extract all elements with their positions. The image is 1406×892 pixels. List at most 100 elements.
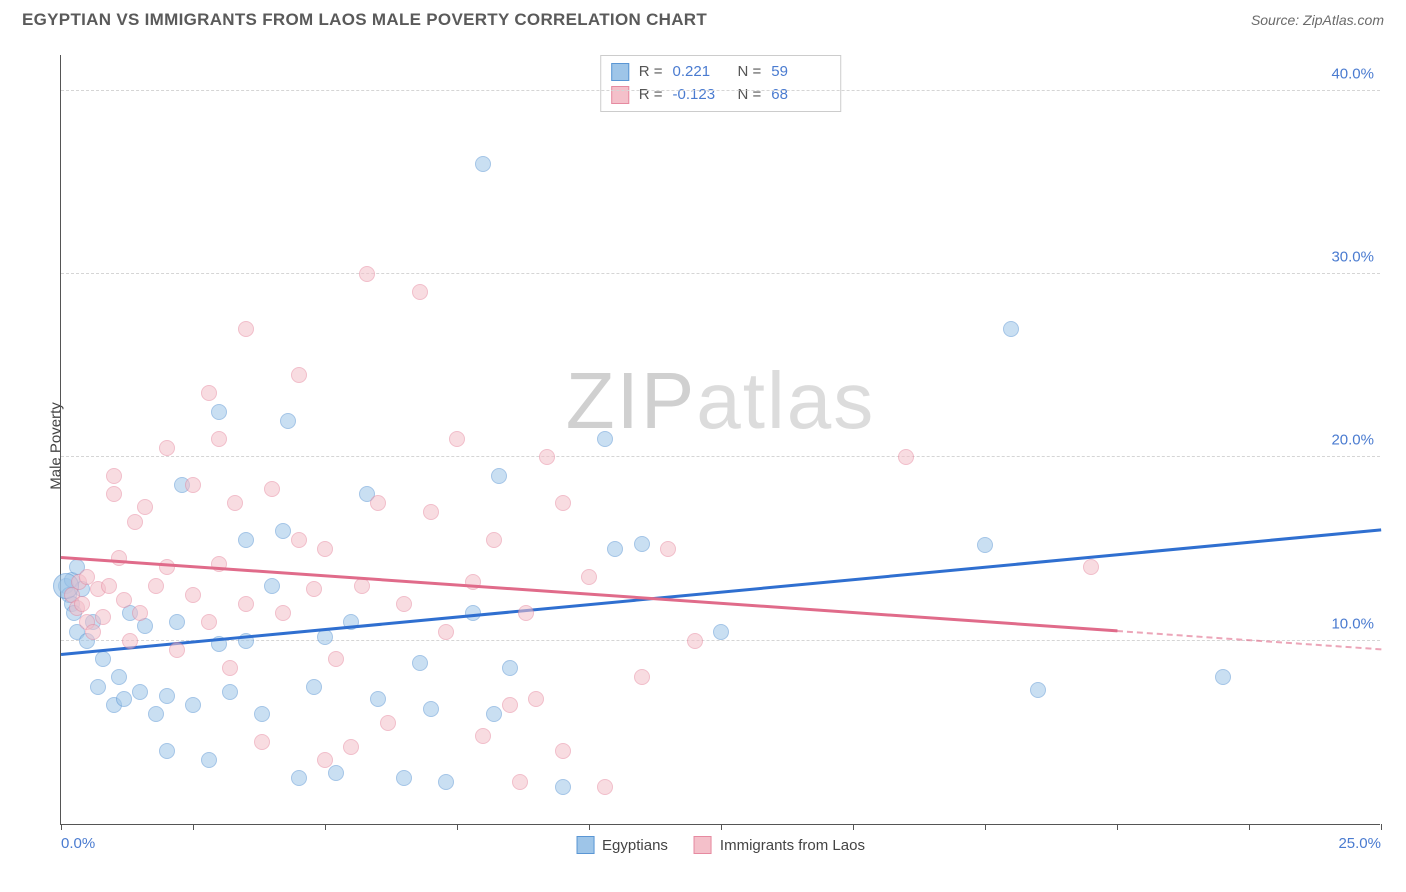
scatter-point bbox=[597, 431, 613, 447]
scatter-point bbox=[713, 624, 729, 640]
scatter-point bbox=[396, 596, 412, 612]
scatter-point bbox=[238, 321, 254, 337]
scatter-point bbox=[486, 706, 502, 722]
scatter-point bbox=[898, 449, 914, 465]
y-tick-label: 40.0% bbox=[1331, 65, 1374, 82]
trend-line bbox=[61, 556, 1117, 632]
x-tick bbox=[325, 824, 326, 830]
scatter-point bbox=[423, 504, 439, 520]
scatter-point bbox=[227, 495, 243, 511]
scatter-point bbox=[1003, 321, 1019, 337]
x-tick bbox=[1249, 824, 1250, 830]
scatter-point bbox=[687, 633, 703, 649]
scatter-point bbox=[132, 605, 148, 621]
legend-item: Egyptians bbox=[576, 836, 668, 854]
scatter-point bbox=[111, 669, 127, 685]
scatter-point bbox=[438, 624, 454, 640]
scatter-point bbox=[280, 413, 296, 429]
scatter-point bbox=[201, 614, 217, 630]
legend-row: R =0.221N =59 bbox=[611, 61, 827, 84]
scatter-point bbox=[396, 770, 412, 786]
scatter-point bbox=[634, 669, 650, 685]
scatter-point bbox=[528, 691, 544, 707]
scatter-point bbox=[317, 629, 333, 645]
scatter-point bbox=[306, 679, 322, 695]
scatter-point bbox=[211, 431, 227, 447]
scatter-point bbox=[254, 734, 270, 750]
scatter-point bbox=[137, 499, 153, 515]
x-tick-label: 0.0% bbox=[61, 835, 95, 852]
scatter-point bbox=[185, 697, 201, 713]
scatter-point bbox=[555, 495, 571, 511]
scatter-point bbox=[512, 774, 528, 790]
scatter-point bbox=[465, 574, 481, 590]
scatter-point bbox=[354, 578, 370, 594]
scatter-point bbox=[159, 559, 175, 575]
scatter-point bbox=[343, 739, 359, 755]
y-tick-label: 30.0% bbox=[1331, 249, 1374, 266]
scatter-point bbox=[159, 440, 175, 456]
scatter-point bbox=[486, 532, 502, 548]
scatter-point bbox=[438, 774, 454, 790]
scatter-point bbox=[1083, 559, 1099, 575]
legend-item: Immigrants from Laos bbox=[694, 836, 865, 854]
scatter-point bbox=[201, 385, 217, 401]
scatter-point bbox=[518, 605, 534, 621]
source-attribution: Source: ZipAtlas.com bbox=[1251, 12, 1384, 28]
chart-title: EGYPTIAN VS IMMIGRANTS FROM LAOS MALE PO… bbox=[22, 10, 707, 30]
scatter-point bbox=[85, 624, 101, 640]
scatter-point bbox=[116, 592, 132, 608]
legend-swatch bbox=[611, 86, 629, 104]
scatter-point bbox=[238, 532, 254, 548]
scatter-point bbox=[148, 706, 164, 722]
scatter-point bbox=[106, 486, 122, 502]
scatter-point bbox=[159, 743, 175, 759]
grid-line bbox=[61, 273, 1380, 274]
scatter-point bbox=[317, 752, 333, 768]
scatter-point bbox=[254, 706, 270, 722]
x-tick bbox=[589, 824, 590, 830]
scatter-point bbox=[95, 651, 111, 667]
grid-line bbox=[61, 456, 1380, 457]
scatter-point bbox=[238, 596, 254, 612]
scatter-point bbox=[317, 541, 333, 557]
x-tick bbox=[457, 824, 458, 830]
grid-line bbox=[61, 90, 1380, 91]
scatter-point bbox=[1030, 682, 1046, 698]
scatter-point bbox=[111, 550, 127, 566]
scatter-point bbox=[491, 468, 507, 484]
scatter-point bbox=[74, 596, 90, 612]
scatter-point bbox=[101, 578, 117, 594]
scatter-point bbox=[412, 655, 428, 671]
scatter-point bbox=[275, 523, 291, 539]
scatter-point bbox=[185, 587, 201, 603]
x-tick bbox=[721, 824, 722, 830]
scatter-point bbox=[370, 495, 386, 511]
scatter-point bbox=[106, 468, 122, 484]
scatter-point bbox=[539, 449, 555, 465]
grid-line bbox=[61, 640, 1380, 641]
scatter-point bbox=[1215, 669, 1231, 685]
scatter-point bbox=[306, 581, 322, 597]
scatter-point bbox=[328, 765, 344, 781]
scatter-point bbox=[132, 684, 148, 700]
y-tick-label: 20.0% bbox=[1331, 432, 1374, 449]
scatter-point bbox=[660, 541, 676, 557]
scatter-point bbox=[359, 266, 375, 282]
scatter-point bbox=[264, 578, 280, 594]
x-tick bbox=[853, 824, 854, 830]
x-tick bbox=[1381, 824, 1382, 830]
scatter-point bbox=[127, 514, 143, 530]
legend-swatch bbox=[611, 63, 629, 81]
scatter-point bbox=[475, 156, 491, 172]
legend-row: R =-0.123N =68 bbox=[611, 84, 827, 107]
scatter-point bbox=[185, 477, 201, 493]
legend-swatch bbox=[694, 836, 712, 854]
scatter-point bbox=[502, 697, 518, 713]
y-tick-label: 10.0% bbox=[1331, 615, 1374, 632]
scatter-point bbox=[581, 569, 597, 585]
scatter-point bbox=[116, 691, 132, 707]
scatter-point bbox=[90, 679, 106, 695]
x-tick bbox=[61, 824, 62, 830]
scatter-point bbox=[169, 614, 185, 630]
